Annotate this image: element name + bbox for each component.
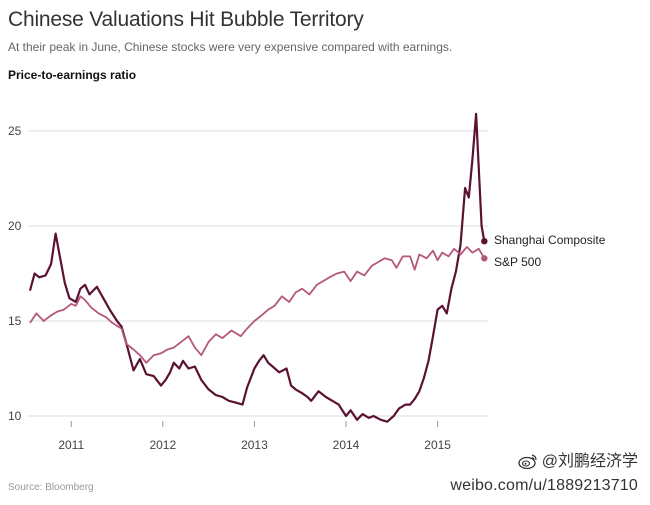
watermark-handle: @刘鹏经济学 bbox=[450, 450, 638, 474]
x-tick-label-2012: 2012 bbox=[149, 438, 176, 452]
series-endpoint-shanghai-composite bbox=[481, 238, 488, 245]
x-tick-label-2013: 2013 bbox=[241, 438, 268, 452]
x-tick-label-2014: 2014 bbox=[333, 438, 360, 452]
legend-label-s-p-500: S&P 500 bbox=[494, 255, 541, 269]
x-tick-label-2015: 2015 bbox=[424, 438, 451, 452]
watermark-url: weibo.com/u/1889213710 bbox=[450, 477, 638, 494]
chart-subtitle: At their peak in June, Chinese stocks we… bbox=[8, 40, 453, 54]
y-tick-label-10: 10 bbox=[8, 409, 22, 423]
y-tick-label-15: 15 bbox=[8, 314, 22, 328]
watermark-handle-text: @刘鹏经济学 bbox=[541, 453, 638, 470]
chart-title: Chinese Valuations Hit Bubble Territory bbox=[8, 8, 364, 31]
x-tick-label-2011: 2011 bbox=[58, 438, 84, 452]
y-tick-label-20: 20 bbox=[8, 219, 22, 233]
series-line-shanghai-composite bbox=[28, 112, 486, 423]
series-line-s-p-500 bbox=[29, 246, 486, 364]
series-endpoint-s-p-500 bbox=[481, 255, 488, 262]
y-axis-label: Price-to-earnings ratio bbox=[8, 68, 137, 82]
source-note: Source: Bloomberg bbox=[8, 482, 94, 493]
weibo-logo-icon bbox=[518, 454, 537, 469]
y-tick-label-25: 25 bbox=[8, 124, 22, 138]
legend-label-shanghai-composite: Shanghai Composite bbox=[494, 233, 606, 247]
watermark: @刘鹏经济学 weibo.com/u/1889213710 bbox=[450, 450, 638, 498]
